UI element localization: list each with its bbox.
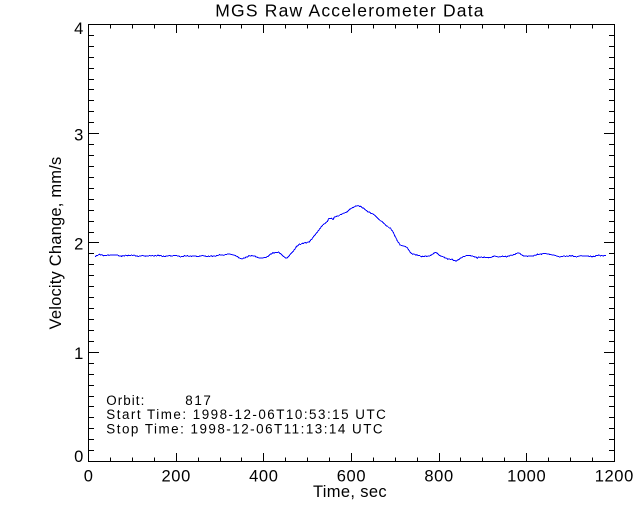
- svg-text:800: 800: [424, 467, 453, 485]
- svg-text:600: 600: [337, 467, 366, 485]
- svg-text:Orbit:: Orbit:: [106, 393, 145, 408]
- svg-text:MGS Raw Accelerometer Data: MGS Raw Accelerometer Data: [215, 1, 484, 21]
- svg-text:400: 400: [249, 467, 278, 485]
- svg-text:Velocity Change, mm/s: Velocity Change, mm/s: [47, 157, 65, 330]
- svg-text:1000: 1000: [507, 467, 546, 485]
- svg-text:0: 0: [84, 467, 94, 485]
- svg-text:0: 0: [74, 448, 83, 466]
- svg-text:Stop Time: 1998-12-06T11:13:14: Stop Time: 1998-12-06T11:13:14 UTC: [106, 422, 384, 437]
- svg-text:1200: 1200: [595, 467, 634, 485]
- svg-text:Start Time: 1998-12-06T10:53:1: Start Time: 1998-12-06T10:53:15 UTC: [106, 407, 387, 422]
- svg-text:1: 1: [74, 345, 83, 363]
- svg-text:3: 3: [74, 126, 83, 144]
- svg-text:817: 817: [185, 393, 212, 408]
- svg-text:4: 4: [74, 20, 83, 38]
- svg-text:200: 200: [162, 467, 191, 485]
- svg-text:2: 2: [74, 236, 83, 254]
- svg-text:Time, sec: Time, sec: [313, 483, 387, 501]
